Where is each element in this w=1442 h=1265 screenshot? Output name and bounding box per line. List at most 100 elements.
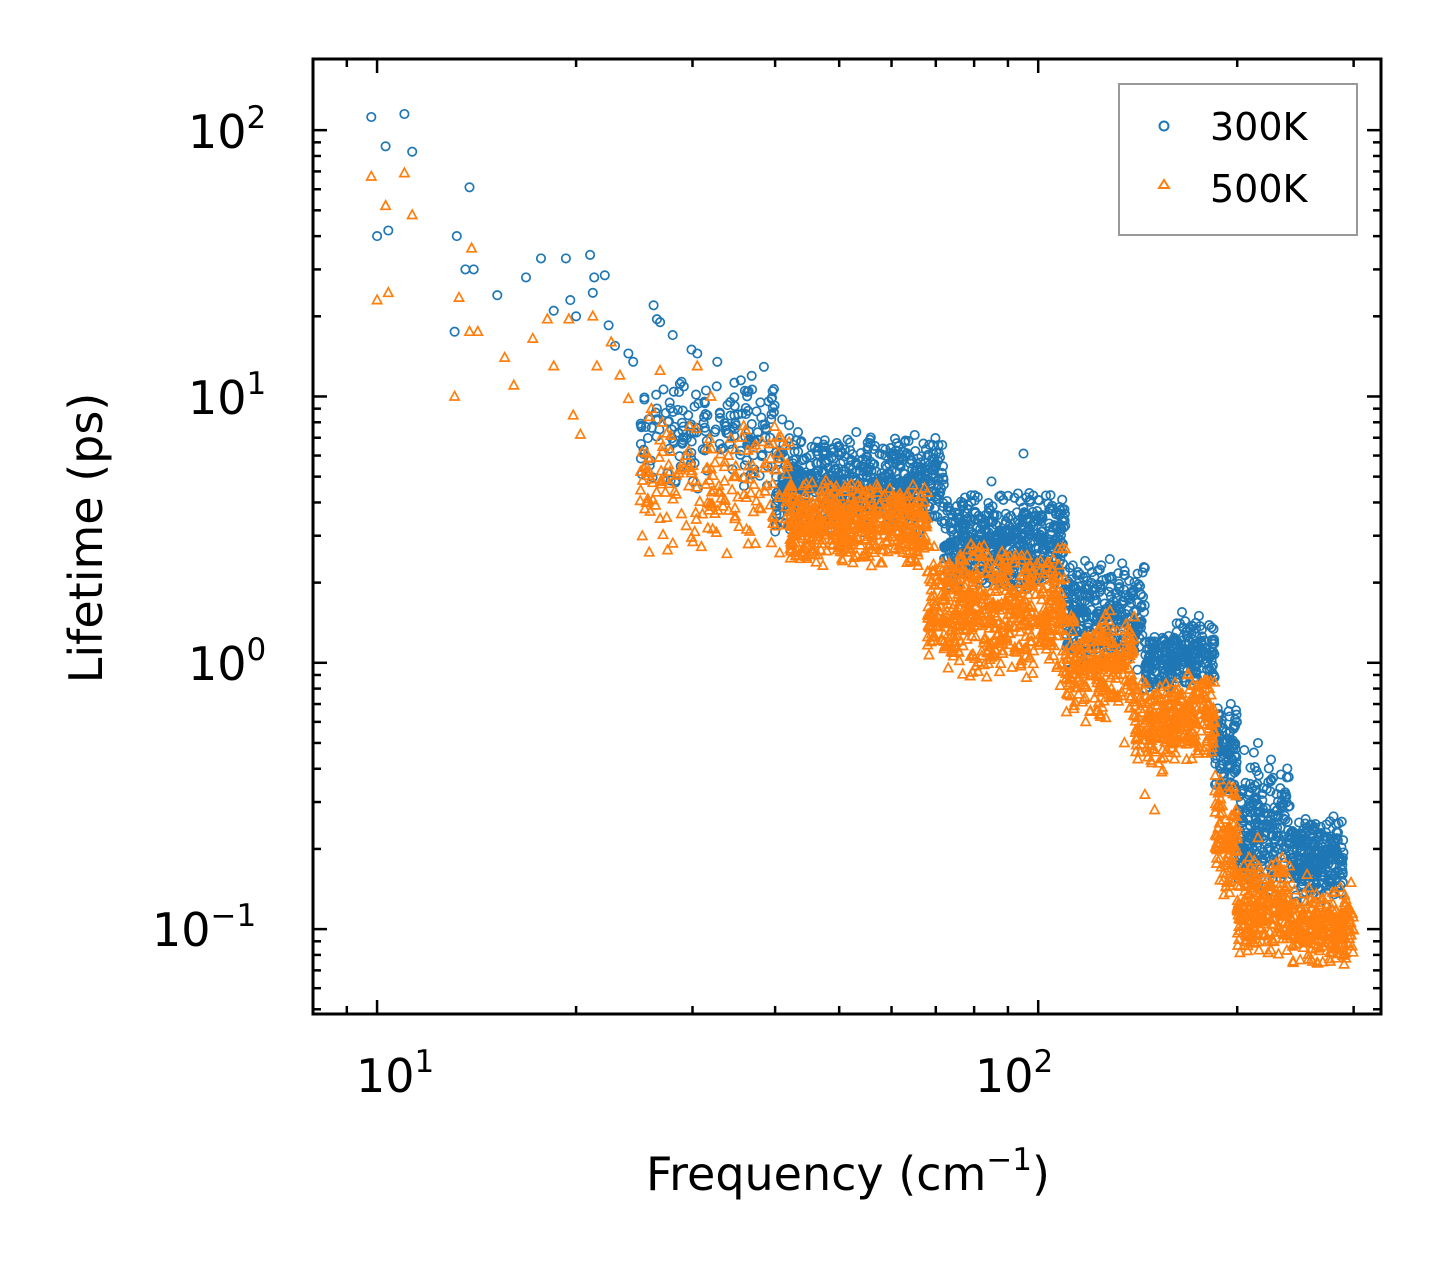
- data-point-300k: [587, 287, 598, 298]
- data-point-300k: [1003, 512, 1014, 523]
- data-point-500k: [714, 447, 727, 459]
- data-point-500k: [1022, 588, 1035, 600]
- data-point-300k: [1186, 629, 1197, 640]
- data-point-300k: [1288, 853, 1299, 864]
- data-point-300k: [784, 420, 795, 431]
- data-point-500k: [922, 648, 936, 660]
- data-point-500k: [925, 627, 938, 639]
- data-point-300k: [589, 272, 600, 283]
- data-point-500k: [883, 481, 896, 493]
- data-point-500k: [949, 608, 962, 620]
- data-point-300k: [451, 231, 462, 242]
- data-point-500k: [1253, 915, 1266, 927]
- data-point-500k: [839, 511, 853, 523]
- data-point-300k: [722, 400, 733, 411]
- data-point-500k: [1231, 938, 1244, 950]
- data-point-500k: [708, 506, 721, 518]
- data-point-500k: [773, 546, 786, 558]
- data-point-500k: [1068, 695, 1082, 707]
- data-point-300k: [1287, 828, 1298, 839]
- data-point-500k: [1088, 691, 1101, 703]
- data-point-300k: [1023, 515, 1034, 526]
- data-point-500k: [1187, 690, 1200, 703]
- data-point-500k: [1222, 785, 1236, 797]
- data-point-300k: [560, 253, 571, 264]
- data-point-500k: [1076, 655, 1089, 667]
- data-point-300k: [1106, 573, 1117, 584]
- data-point-500k: [1229, 803, 1242, 815]
- data-point-500k: [452, 290, 466, 302]
- data-point-500k: [959, 580, 972, 592]
- data-point-500k: [1018, 614, 1031, 626]
- data-point-500k: [906, 539, 919, 551]
- data-point-500k: [1066, 624, 1079, 637]
- data-point-500k: [1205, 688, 1218, 700]
- data-point-500k: [975, 644, 988, 656]
- data-point-500k: [1018, 592, 1031, 604]
- data-point-500k: [1231, 878, 1244, 890]
- data-point-500k: [978, 658, 991, 670]
- data-point-500k: [656, 415, 669, 427]
- data-point-500k: [1022, 575, 1035, 588]
- data-point-500k: [1055, 623, 1068, 635]
- data-point-500k: [398, 166, 411, 178]
- data-point-500k: [781, 460, 794, 472]
- data-point-300k: [746, 370, 757, 381]
- data-point-300k: [1217, 722, 1228, 733]
- data-point-500k: [1263, 925, 1276, 937]
- data-point-500k: [828, 516, 841, 528]
- data-point-500k: [653, 450, 666, 462]
- data-point-500k: [642, 451, 656, 463]
- data-point-500k: [1061, 652, 1074, 665]
- data-point-500k: [1064, 638, 1077, 650]
- data-point-300k: [658, 384, 669, 395]
- data-point-300k: [1209, 649, 1220, 660]
- data-point-300k: [861, 454, 872, 466]
- data-point-500k: [1213, 785, 1226, 797]
- data-point-300k: [730, 418, 741, 429]
- data-point-500k: [1003, 549, 1016, 561]
- data-point-300k: [1334, 869, 1345, 880]
- data-point-500k: [1060, 705, 1073, 717]
- data-point-500k: [988, 649, 1001, 661]
- data-point-500k: [967, 588, 980, 600]
- data-point-300k: [933, 473, 944, 484]
- data-point-300k: [720, 421, 731, 432]
- data-point-500k: [802, 548, 815, 560]
- data-point-500k: [1052, 558, 1066, 570]
- data-point-500k: [1019, 561, 1032, 573]
- data-point-300k: [1171, 626, 1182, 637]
- data-point-500k: [896, 499, 909, 512]
- data-point-500k: [753, 487, 766, 499]
- data-point-300k: [1033, 543, 1044, 554]
- data-point-500k: [960, 604, 973, 616]
- data-point-300k: [1273, 811, 1284, 822]
- data-point-500k: [1273, 893, 1286, 906]
- data-point-500k: [975, 555, 988, 567]
- data-point-500k: [985, 616, 998, 628]
- data-point-500k: [938, 617, 951, 629]
- data-point-500k: [1252, 943, 1266, 955]
- data-point-500k: [974, 550, 987, 562]
- data-point-500k: [1171, 695, 1184, 707]
- data-point-500k: [1115, 685, 1128, 697]
- data-point-500k: [677, 461, 690, 473]
- data-point-500k: [1300, 867, 1314, 880]
- data-point-300k: [861, 451, 872, 462]
- data-point-500k: [680, 519, 693, 531]
- data-point-300k: [1056, 537, 1067, 548]
- data-point-500k: [1213, 873, 1226, 885]
- data-point-500k: [996, 646, 1009, 658]
- data-point-300k: [1321, 831, 1332, 842]
- data-point-500k: [1025, 605, 1038, 617]
- data-point-500k: [1236, 919, 1250, 931]
- data-point-500k: [1104, 634, 1117, 647]
- data-point-300k: [958, 501, 969, 512]
- data-point-500k: [701, 461, 714, 473]
- data-point-300k: [1194, 621, 1206, 632]
- data-point-300k: [862, 444, 873, 455]
- data-point-500k: [921, 630, 934, 642]
- data-point-300k: [758, 361, 769, 372]
- data-point-500k: [1077, 667, 1090, 679]
- data-point-300k: [449, 326, 460, 337]
